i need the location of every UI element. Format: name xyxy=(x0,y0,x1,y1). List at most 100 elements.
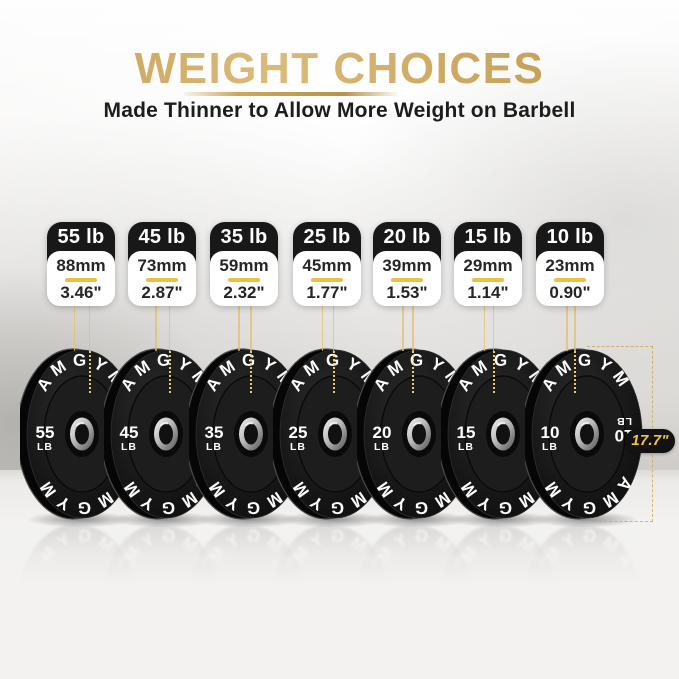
plate-center-hole xyxy=(244,423,258,445)
thickness-mm: 88mm xyxy=(56,256,106,275)
card-body: 88mm 3.46" xyxy=(47,251,115,306)
weight-spec-card: 10 lb 23mm 0.90" xyxy=(536,222,604,306)
page-subtitle: Made Thinner to Allow More Weight on Bar… xyxy=(103,99,576,122)
thickness-mm: 23mm xyxy=(545,256,595,275)
plate-unit-left: LB xyxy=(374,441,390,453)
card-weight-label: 35 lb xyxy=(220,226,268,248)
plate-unit-right: LB xyxy=(616,415,632,427)
thickness-connector-line xyxy=(73,306,75,351)
plate-shadow xyxy=(361,511,473,528)
card-weight-label: 15 lb xyxy=(464,226,512,248)
thickness-connector-line xyxy=(574,306,576,351)
thickness-divider xyxy=(391,278,423,282)
plate-weight-left: 25 xyxy=(289,423,308,442)
card-weight-label: 20 lb xyxy=(383,226,431,248)
plate-shadow xyxy=(108,511,220,528)
plate-weight-left: 20 xyxy=(373,423,392,442)
thickness-inches: 1.53" xyxy=(386,283,428,302)
thickness-divider xyxy=(311,278,343,282)
plate-unit-left: LB xyxy=(290,441,306,453)
card-body: 73mm 2.87" xyxy=(128,251,196,306)
thickness-connector-line xyxy=(492,306,494,351)
thickness-divider xyxy=(65,278,97,282)
thickness-mm: 59mm xyxy=(219,256,269,275)
plate-center-hole xyxy=(580,423,594,445)
chrome-highlight xyxy=(412,422,422,427)
card-weight-label: 25 lb xyxy=(303,226,351,248)
plate-svg: AMGYM AMGYM 10 LB 10 LB xyxy=(521,348,643,520)
title-underline xyxy=(183,92,398,96)
plate-unit-left: LB xyxy=(37,441,53,453)
chrome-highlight xyxy=(75,422,85,427)
page-title: WEIGHT CHOICES xyxy=(0,44,679,94)
plate-center-hole xyxy=(496,423,510,445)
chrome-highlight xyxy=(159,422,169,427)
plate-center-hole xyxy=(75,423,89,445)
plate-weight-left: 10 xyxy=(541,423,560,442)
thickness-mm: 73mm xyxy=(137,256,187,275)
thickness-connector-line xyxy=(574,351,576,393)
thickness-divider xyxy=(472,278,504,282)
weight-spec-card: 15 lb 29mm 1.14" xyxy=(454,222,522,306)
plate-unit-left: LB xyxy=(206,441,222,453)
thickness-connector-line xyxy=(332,306,334,351)
card-body: 29mm 1.14" xyxy=(454,251,522,306)
plate-unit-left: LB xyxy=(121,441,137,453)
thickness-connector-line xyxy=(238,306,240,351)
plate-weight-left: 15 xyxy=(457,423,476,442)
thickness-connector-line xyxy=(168,306,171,351)
plate-weight-left: 45 xyxy=(120,423,139,442)
diameter-dash-bottom xyxy=(594,521,653,522)
thickness-connector-line xyxy=(250,351,252,393)
thickness-connector-line xyxy=(483,306,485,351)
reflection-fade-overlay xyxy=(0,524,679,679)
thickness-divider xyxy=(228,278,260,282)
plate-unit-left: LB xyxy=(458,441,474,453)
thickness-divider xyxy=(554,278,586,282)
thickness-divider xyxy=(146,278,178,282)
thickness-connector-line xyxy=(321,306,323,351)
weight-spec-card: 25 lb 45mm 1.77" xyxy=(293,222,361,306)
plate-unit-left: LB xyxy=(542,441,558,453)
card-body: 23mm 0.90" xyxy=(536,251,604,306)
chrome-highlight xyxy=(496,422,506,427)
thickness-inches: 2.32" xyxy=(223,283,265,302)
diameter-badge: 17.7" xyxy=(625,429,675,453)
weight-spec-card: 55 lb 88mm 3.46" xyxy=(47,222,115,306)
weight-spec-card: 35 lb 59mm 2.32" xyxy=(210,222,278,306)
thickness-inches: 3.46" xyxy=(60,283,102,302)
card-weight-label: 55 lb xyxy=(57,226,105,248)
card-weight-label: 45 lb xyxy=(138,226,186,248)
thickness-connector-line xyxy=(88,306,90,351)
thickness-inches: 1.77" xyxy=(306,283,348,302)
plate-shadow xyxy=(193,511,305,528)
plate-center-hole xyxy=(159,423,173,445)
thickness-connector-line xyxy=(566,306,568,351)
thickness-connector-line xyxy=(412,351,414,393)
thickness-inches: 0.90" xyxy=(549,283,591,302)
thickness-mm: 29mm xyxy=(463,256,513,275)
plate-shadow xyxy=(529,511,641,528)
card-body: 45mm 1.77" xyxy=(293,251,361,306)
thickness-connector-line xyxy=(402,306,404,351)
thickness-connector-line xyxy=(155,306,157,351)
thickness-connector-line xyxy=(412,306,414,351)
plate-center-hole xyxy=(328,423,342,445)
plate-shadow xyxy=(445,511,557,528)
thickness-connector-line xyxy=(168,351,171,393)
chrome-highlight xyxy=(328,422,338,427)
card-body: 39mm 1.53" xyxy=(373,251,441,306)
weight-spec-card: 45 lb 73mm 2.87" xyxy=(128,222,196,306)
plate-weight-left: 35 xyxy=(205,423,224,442)
thickness-connector-line xyxy=(492,351,495,393)
plate-shadow xyxy=(277,511,389,528)
card-body: 59mm 2.32" xyxy=(210,251,278,306)
plate-center-hole xyxy=(412,423,426,445)
chrome-highlight xyxy=(580,422,590,427)
thickness-mm: 45mm xyxy=(302,256,352,275)
thickness-connector-line xyxy=(250,306,252,351)
diameter-dash-top xyxy=(587,346,653,347)
thickness-mm: 39mm xyxy=(382,256,432,275)
chrome-highlight xyxy=(244,422,254,427)
